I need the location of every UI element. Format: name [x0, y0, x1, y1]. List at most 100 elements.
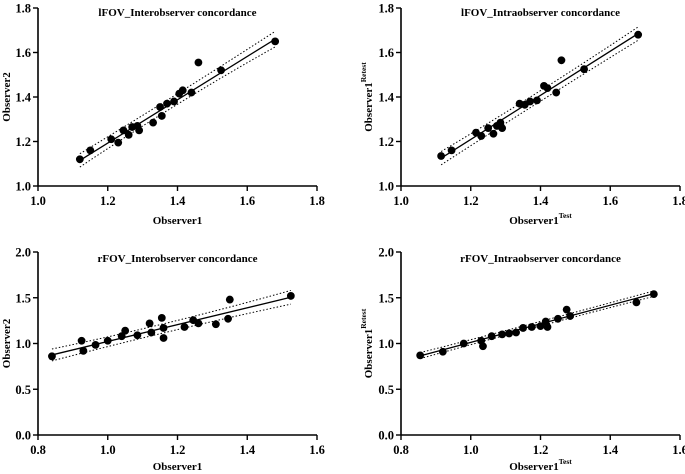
data-point	[121, 326, 130, 335]
y-tick-label: 1.8	[15, 2, 31, 16]
y-tick-label: 1.0	[15, 180, 31, 194]
data-point	[438, 347, 447, 356]
chart-title: lFOV_Interobserver concordance	[98, 7, 256, 19]
x-axis-label-text: Observer1	[509, 215, 558, 227]
y-axis-label-sup: Retest	[359, 308, 368, 328]
y-tick-label: 0.0	[15, 429, 31, 443]
data-point	[498, 330, 507, 339]
data-point	[519, 324, 527, 332]
y-axis-label-text: Observer1	[363, 329, 375, 378]
ci-upper-band	[420, 290, 654, 354]
ci-upper-band	[440, 26, 639, 152]
data-point	[562, 305, 571, 314]
data-point	[147, 328, 156, 337]
x-tick-label: 1.6	[672, 443, 685, 457]
data-point	[632, 298, 641, 307]
panel-rfov-interobserver: 0.8 1.0 1.2 1.4 1.6 0.0 0.5 1.0 1.5 2.0 rFOV_Inter…	[1, 246, 325, 474]
data-point	[271, 37, 280, 46]
data-point	[580, 65, 588, 74]
x-tick-label: 1.2	[533, 443, 549, 457]
regression-line	[440, 33, 639, 159]
ci-lower-band	[440, 39, 639, 166]
data-point	[554, 314, 562, 323]
data-point	[649, 290, 658, 298]
data-point	[187, 88, 196, 97]
panel-rfov-intraobserver: 0.8 1.0 1.2 1.4 1.6 0.0 0.5 1.0 1.5 2.0 rFOV_Intra…	[359, 246, 685, 474]
regression-line	[51, 296, 291, 356]
data-point	[145, 319, 154, 328]
data-point	[552, 88, 561, 97]
data-point	[634, 30, 643, 39]
data-point	[543, 84, 552, 92]
x-tick-label: 1.2	[170, 443, 186, 457]
chart-title: rFOV_Interobserver concordance	[98, 253, 258, 265]
panel-lfov-intraobserver: 1.0 1.2 1.4 1.6 1.8 1.0 1.2 1.4 1.6 1.8 lFOV_Intra…	[359, 2, 685, 228]
y-tick-label: 1.4	[378, 91, 394, 105]
y-tick-label: 1.5	[15, 291, 31, 305]
data-point	[77, 336, 86, 345]
data-point	[86, 146, 95, 155]
y-tick-label: 1.5	[378, 291, 394, 305]
x-axis-label-text: Observer1	[153, 215, 202, 227]
data-point	[447, 146, 456, 155]
data-point	[566, 312, 575, 320]
panel-lfov-interobserver: 1.0 1.2 1.4 1.6 1.8 1.0 1.2 1.4 1.6 1.8 lFOV_Inter…	[1, 2, 325, 228]
ci-lower-band	[79, 46, 276, 168]
data-point	[489, 129, 498, 138]
x-axis-label: Observer1Test	[509, 457, 572, 473]
data-point	[536, 322, 545, 331]
y-tick-label: 1.8	[378, 2, 394, 16]
data-point	[48, 352, 56, 361]
data-point	[149, 118, 157, 127]
data-point	[124, 130, 133, 139]
data-point	[211, 320, 220, 329]
data-point	[79, 346, 88, 355]
x-tick-label: 1.6	[602, 194, 618, 208]
x-axis-label: Observer1Test	[509, 211, 572, 227]
y-axis-label: Observer1Retest	[359, 308, 375, 378]
data-point	[224, 314, 232, 323]
x-tick-label: 1.6	[309, 443, 325, 457]
y-tick-label: 1.0	[378, 337, 394, 351]
data-point	[437, 152, 446, 160]
data-point	[119, 126, 128, 135]
data-point	[75, 155, 84, 164]
data-point	[557, 56, 566, 65]
data-point	[526, 97, 534, 106]
data-point	[156, 103, 164, 111]
y-tick-label: 1.6	[378, 46, 394, 60]
data-point	[114, 138, 123, 147]
x-tick-label: 1.6	[239, 194, 255, 208]
y-axis-label-text: Observer1	[363, 82, 375, 131]
x-tick-label: 1.4	[602, 443, 618, 457]
data-point	[479, 342, 487, 351]
y-tick-label: 1.4	[15, 91, 31, 105]
y-axis-label: Observer2	[1, 318, 13, 368]
x-axis-label-sup: Test	[559, 211, 573, 220]
y-axis-label-text: Observer2	[1, 318, 13, 368]
data-point	[163, 99, 171, 108]
data-point	[487, 332, 496, 341]
y-axis-label-sup: Retest	[359, 62, 368, 82]
y-tick-label: 0.5	[378, 383, 394, 397]
x-axis-label-text: Observer1	[153, 461, 202, 473]
data-point	[477, 132, 486, 140]
y-axis-label: Observer1Retest	[359, 62, 375, 132]
data-point	[505, 329, 514, 338]
y-tick-label: 1.0	[378, 180, 394, 194]
y-tick-label: 2.0	[378, 246, 394, 260]
x-tick-label: 1.4	[533, 194, 549, 208]
data-point	[286, 292, 295, 300]
data-point	[170, 97, 178, 106]
data-point	[512, 328, 520, 337]
y-tick-label: 1.0	[15, 337, 31, 351]
data-point	[133, 331, 142, 340]
data-point	[135, 126, 144, 135]
data-point	[159, 324, 168, 332]
x-tick-label: 1.0	[30, 194, 46, 208]
data-point	[543, 323, 552, 331]
x-tick-label: 1.4	[239, 443, 255, 457]
x-tick-label: 1.2	[100, 194, 116, 208]
data-point	[180, 323, 189, 331]
data-point	[484, 124, 493, 133]
